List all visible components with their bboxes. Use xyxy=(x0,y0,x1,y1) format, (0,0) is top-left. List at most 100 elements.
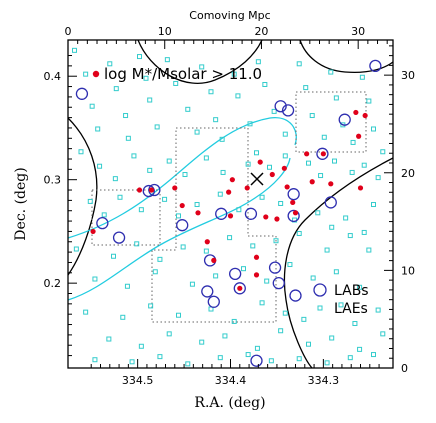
lae-point xyxy=(157,354,163,360)
massive-galaxy-point xyxy=(263,214,269,220)
lae-point xyxy=(185,106,191,112)
massive-galaxy-point xyxy=(309,179,315,185)
top-tick-label: 0 xyxy=(65,25,72,38)
lab-point xyxy=(207,295,220,308)
lab-point xyxy=(201,285,214,298)
x-tick-label: 334.3 xyxy=(308,374,340,387)
cross-marker xyxy=(250,172,264,186)
lae-point xyxy=(147,97,153,103)
lae-point xyxy=(236,207,242,213)
lae-point xyxy=(296,230,302,236)
lae-point xyxy=(185,361,191,367)
lae-point xyxy=(332,158,337,164)
lae-point xyxy=(73,246,79,252)
lae-point xyxy=(301,316,307,322)
right-tick-label: 10 xyxy=(401,264,415,277)
massive-galaxy-point xyxy=(227,213,234,219)
legend-lae-label: LAEs xyxy=(334,301,368,317)
dotted-region-right xyxy=(295,91,367,153)
lab-point xyxy=(287,188,300,201)
lae-point xyxy=(259,194,265,200)
lae-point xyxy=(182,172,188,178)
lae-point xyxy=(72,47,77,53)
lae-point xyxy=(152,269,158,275)
lae-point xyxy=(380,149,386,155)
lae-point xyxy=(92,276,98,282)
massive-galaxy-point xyxy=(179,202,185,209)
lae-point xyxy=(173,80,179,86)
x-tick-label: 334.5 xyxy=(122,374,154,387)
massive-galaxy-point xyxy=(172,185,178,191)
lae-point xyxy=(259,300,265,306)
lae-point xyxy=(245,161,251,167)
massive-galaxy-point xyxy=(284,184,290,190)
lae-point xyxy=(125,135,131,141)
lae-point xyxy=(273,238,279,244)
lae-point xyxy=(375,175,381,181)
lae-point xyxy=(129,359,135,365)
lae-point xyxy=(357,284,363,290)
lae-point xyxy=(83,309,89,315)
y-tick-label: 0.3 xyxy=(44,174,62,187)
x-axis-title: R.A. (deg) xyxy=(194,395,265,411)
lae-point xyxy=(138,343,144,349)
lae-point xyxy=(250,243,256,249)
lae-point xyxy=(333,95,339,101)
lab-point xyxy=(274,100,287,113)
lae-point xyxy=(189,281,195,287)
lae-point xyxy=(296,61,302,67)
contour-layer xyxy=(67,39,394,369)
lae-point xyxy=(303,85,309,91)
lae-point xyxy=(333,269,339,275)
lab-point xyxy=(287,209,300,223)
lae-point xyxy=(92,357,98,363)
lae-point xyxy=(162,196,168,202)
lae-point xyxy=(95,126,101,132)
lae-point xyxy=(134,241,140,247)
lab-point xyxy=(324,196,337,209)
lae-point xyxy=(366,98,372,104)
lae-point xyxy=(137,54,142,60)
massive-galaxy-point xyxy=(290,199,296,206)
plot-frame xyxy=(67,39,394,369)
massive-galaxy-point xyxy=(204,239,210,245)
lae-point xyxy=(282,131,288,137)
lae-point xyxy=(366,247,372,253)
massive-galaxy-point xyxy=(304,151,310,157)
massive-galaxy-point xyxy=(136,187,143,193)
lae-point xyxy=(138,207,144,213)
dotted-region-center xyxy=(151,127,277,323)
lae-point xyxy=(148,303,154,309)
lae-point xyxy=(194,202,200,208)
lae-point xyxy=(78,149,84,155)
density-contour-bottom xyxy=(283,157,394,369)
lab-markers xyxy=(75,59,382,367)
lab-point xyxy=(281,104,295,117)
lae-point xyxy=(231,71,237,77)
lae-point xyxy=(89,103,95,109)
lae-point xyxy=(124,283,130,289)
lae-point xyxy=(282,310,288,316)
lab-point xyxy=(142,184,155,198)
lae-point xyxy=(254,345,260,351)
lab-point xyxy=(250,354,263,367)
density-contour-top-right xyxy=(299,39,394,74)
massive-galaxy-markers xyxy=(90,109,368,291)
annotation-dot-icon xyxy=(92,70,100,78)
massive-galaxy-point xyxy=(362,112,368,119)
legend-lab-circle-icon xyxy=(313,283,327,297)
lab-point xyxy=(244,207,258,220)
massive-galaxy-point xyxy=(357,185,364,191)
legend: LABs LAEs xyxy=(313,283,369,317)
lae-point xyxy=(309,113,315,119)
lae-point xyxy=(282,153,288,159)
lae-point xyxy=(268,358,274,364)
lae-point xyxy=(97,163,103,169)
massive-galaxy-point xyxy=(90,228,96,235)
lab-point xyxy=(96,216,109,230)
lae-point xyxy=(296,356,302,362)
massive-galaxy-point xyxy=(148,187,155,193)
lae-point xyxy=(194,129,200,135)
lab-point xyxy=(148,183,161,197)
